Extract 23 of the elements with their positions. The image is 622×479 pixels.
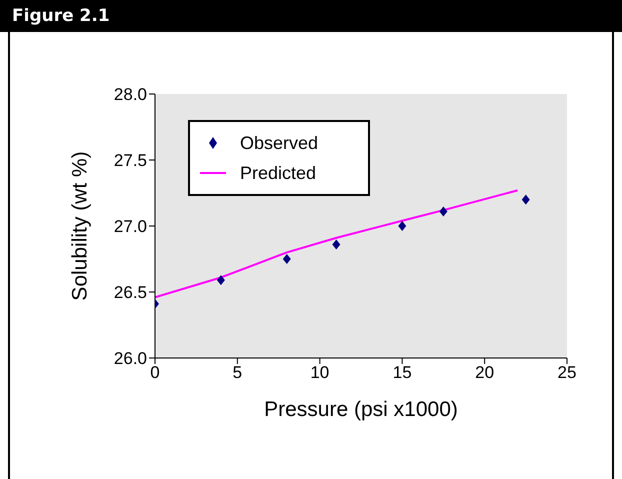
point bbox=[522, 194, 530, 205]
y-tick-label: 26.5 bbox=[114, 283, 147, 302]
x-axis-title: Pressure (psi x1000) bbox=[264, 398, 458, 421]
y-tick-label: 26.0 bbox=[114, 349, 147, 368]
y-tick-label: 27.5 bbox=[114, 151, 147, 170]
x-tick-label: 0 bbox=[150, 363, 160, 382]
y-tick-label: 28.0 bbox=[114, 85, 147, 104]
x-tick-label: 5 bbox=[232, 363, 242, 382]
legend-label: Observed bbox=[240, 132, 318, 155]
x-tick-label: 25 bbox=[558, 363, 576, 382]
point bbox=[398, 221, 406, 231]
point bbox=[332, 239, 340, 250]
point bbox=[439, 206, 448, 216]
point bbox=[216, 275, 225, 286]
y-axis-title: Solubility (wt %) bbox=[68, 151, 92, 301]
line-series bbox=[155, 189, 519, 298]
chart-title: Figure 2.1 bbox=[0, 0, 622, 32]
x-tick-label: 15 bbox=[392, 363, 412, 382]
y-tick-label: 27.0 bbox=[114, 217, 147, 236]
x-tick-label: 10 bbox=[310, 363, 330, 382]
point bbox=[282, 254, 291, 264]
legend-label: Predicted bbox=[240, 162, 316, 185]
x-tick-label: 20 bbox=[475, 363, 494, 382]
